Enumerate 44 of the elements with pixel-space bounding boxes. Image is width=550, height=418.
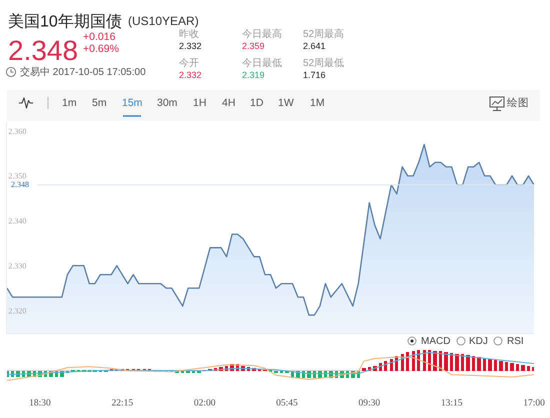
text: 30m (157, 97, 178, 109)
y-tick-label: 2.360 (8, 126, 26, 136)
y-tick-label: 2.320 (8, 306, 26, 316)
chart-title: 美国10年期国债 (8, 12, 122, 31)
x-tick-label: 02:00 (194, 398, 216, 408)
y-tick-label: 2.330 (8, 261, 26, 270)
text: 绘图 (507, 97, 529, 109)
text: 2.348 (8, 35, 78, 66)
x-tick-label: 13:15 (440, 398, 463, 408)
text: 4H (222, 97, 236, 109)
text: RSI (507, 336, 524, 347)
text: 今日最低 (242, 57, 282, 69)
text: KDJ (469, 336, 488, 347)
text: 2.641 (303, 41, 326, 51)
y-tick-label: 2.350 (8, 172, 26, 181)
text: 2.332 (179, 70, 202, 80)
text: 5m (92, 97, 107, 109)
x-tick-label: 18:30 (29, 398, 52, 408)
text: 1M (310, 97, 325, 109)
x-tick-label: 09:30 (358, 398, 380, 408)
y-tick-label: 2.340 (8, 216, 26, 226)
text: 2.319 (242, 70, 265, 80)
x-tick-label: 22:15 (111, 398, 134, 408)
chart-subtitle: (US10YEAR) (128, 14, 199, 28)
text: 昨收 (179, 28, 199, 40)
text: 今日最高 (242, 28, 282, 40)
x-tick-label: 05:45 (276, 398, 298, 408)
text: MACD (421, 336, 450, 347)
text: +0.69% (83, 43, 119, 55)
text: 52周最低 (303, 58, 344, 69)
text: 15m (122, 97, 143, 109)
text: 52周最高 (303, 28, 344, 40)
text: 1m (62, 97, 77, 109)
text: 2.332 (179, 41, 202, 51)
text: 1D (250, 97, 264, 109)
text: 今开 (179, 57, 199, 69)
ref-line-label: 2.348 (11, 180, 29, 189)
x-tick-label: 17:00 (523, 398, 546, 408)
text: 1.716 (303, 70, 326, 80)
text: 1W (278, 97, 294, 109)
text: 2.359 (242, 41, 265, 51)
text: +0.016 (83, 31, 116, 43)
text: 交易中 2017-10-05 17:05:00 (20, 66, 146, 78)
text: 1H (193, 97, 206, 109)
